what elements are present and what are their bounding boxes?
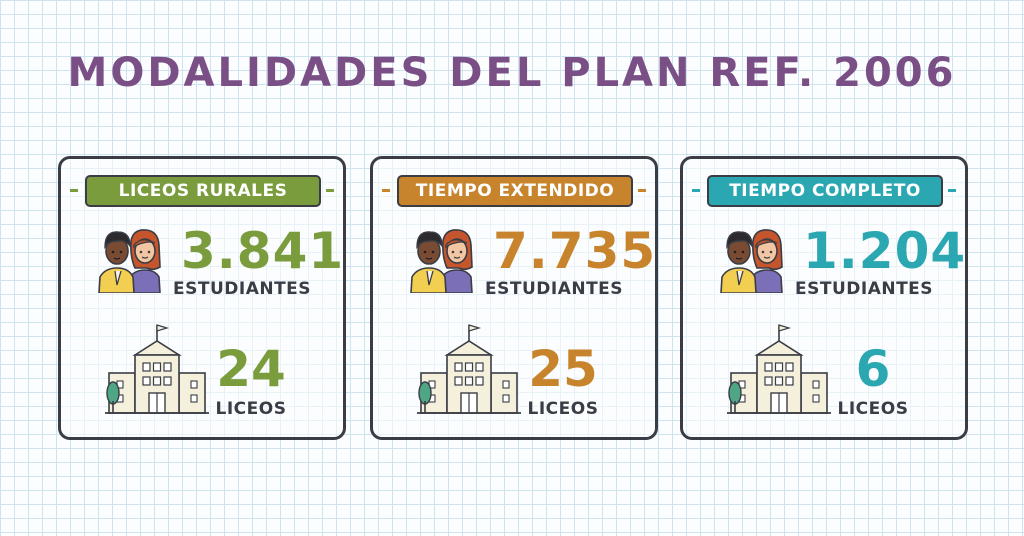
school-building-icon bbox=[727, 321, 831, 419]
students-count: 3.841 bbox=[181, 222, 345, 280]
students-unit: ESTUDIANTES bbox=[795, 279, 934, 299]
modality-card-extendido: TIEMPO EXTENDIDO 7.735 ESTUDIANTES 25 LI… bbox=[370, 156, 658, 440]
schools-unit: LICEOS bbox=[215, 399, 287, 419]
page-title: MODALIDADES DEL PLAN REF. 2006 bbox=[67, 50, 957, 96]
divider-dash bbox=[638, 189, 646, 192]
students-icon bbox=[97, 227, 165, 297]
divider-dash bbox=[948, 189, 956, 192]
schools-count: 6 bbox=[855, 340, 891, 398]
modality-card-rural: LICEOS RURALES 3.841 ESTUDIANTES 24 LICE… bbox=[58, 156, 346, 440]
students-icon bbox=[409, 227, 477, 297]
schools-count: 25 bbox=[528, 340, 598, 398]
divider-dash bbox=[326, 189, 334, 192]
students-count: 7.735 bbox=[493, 222, 657, 280]
modality-label: TIEMPO EXTENDIDO bbox=[397, 175, 633, 207]
students-icon bbox=[719, 227, 787, 297]
students-unit: ESTUDIANTES bbox=[485, 279, 624, 299]
divider-dash bbox=[692, 189, 700, 192]
schools-count: 24 bbox=[216, 340, 286, 398]
students-count: 1.204 bbox=[803, 222, 967, 280]
school-building-icon bbox=[417, 321, 521, 419]
school-building-icon bbox=[105, 321, 209, 419]
schools-unit: LICEOS bbox=[527, 399, 599, 419]
modality-label: LICEOS RURALES bbox=[85, 175, 321, 207]
divider-dash bbox=[70, 189, 78, 192]
divider-dash bbox=[382, 189, 390, 192]
students-unit: ESTUDIANTES bbox=[173, 279, 312, 299]
modality-card-completo: TIEMPO COMPLETO 1.204 ESTUDIANTES 6 LICE… bbox=[680, 156, 968, 440]
schools-unit: LICEOS bbox=[837, 399, 909, 419]
modality-label: TIEMPO COMPLETO bbox=[707, 175, 943, 207]
